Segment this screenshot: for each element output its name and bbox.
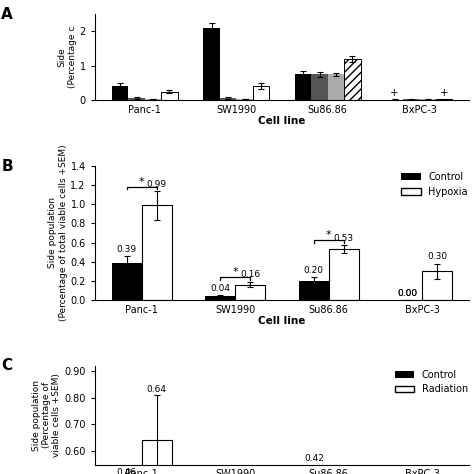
Bar [419, 99, 436, 100]
Y-axis label: Side population
(Percentage of
viable cells +SEM): Side population (Percentage of viable ce… [32, 373, 62, 457]
Text: C: C [1, 358, 12, 373]
Bar [328, 74, 344, 100]
Text: 0.42: 0.42 [304, 454, 324, 463]
Bar [203, 28, 220, 100]
Legend: Control, Hypoxia: Control, Hypoxia [397, 168, 472, 201]
Bar [112, 86, 128, 100]
Bar [295, 74, 311, 100]
Text: 0.20: 0.20 [304, 265, 324, 274]
Text: 0.16: 0.16 [240, 270, 260, 279]
Bar [220, 98, 236, 100]
Bar [112, 263, 142, 300]
Text: B: B [1, 159, 13, 174]
Text: +: + [390, 88, 399, 98]
Bar [142, 440, 172, 474]
Bar [299, 281, 329, 300]
Text: 0.00: 0.00 [397, 290, 418, 299]
Text: 0.46: 0.46 [117, 467, 137, 474]
Text: 0.39: 0.39 [117, 245, 137, 254]
X-axis label: Cell line: Cell line [258, 316, 306, 326]
Bar [344, 59, 361, 100]
Bar [235, 284, 265, 300]
Text: 0.64: 0.64 [147, 385, 167, 394]
Text: 0.00: 0.00 [397, 289, 418, 298]
Bar [253, 86, 269, 100]
Text: 0.99: 0.99 [146, 180, 167, 189]
Text: 0.30: 0.30 [427, 252, 447, 261]
Bar [145, 99, 161, 100]
Text: *: * [139, 177, 145, 187]
Legend: Control, Radiation: Control, Radiation [391, 365, 472, 398]
Bar [142, 205, 172, 300]
Text: +: + [440, 88, 448, 98]
Text: *: * [326, 230, 332, 240]
Text: 0.04: 0.04 [210, 284, 230, 293]
Bar [205, 296, 235, 300]
Bar [436, 99, 452, 100]
Bar [311, 74, 328, 100]
Bar [128, 98, 145, 100]
Bar [161, 91, 178, 100]
Text: *: * [232, 267, 238, 277]
X-axis label: Cell line: Cell line [258, 117, 306, 127]
Bar [403, 99, 419, 100]
Bar [422, 271, 452, 300]
Bar [329, 249, 359, 300]
Text: A: A [1, 7, 13, 22]
Bar [236, 99, 253, 100]
Y-axis label: Side
(Percentage c: Side (Percentage c [57, 26, 77, 89]
Text: 0.53: 0.53 [334, 234, 354, 243]
Y-axis label: Side population
(Percentage of total viable cells +SEM): Side population (Percentage of total via… [48, 145, 68, 321]
